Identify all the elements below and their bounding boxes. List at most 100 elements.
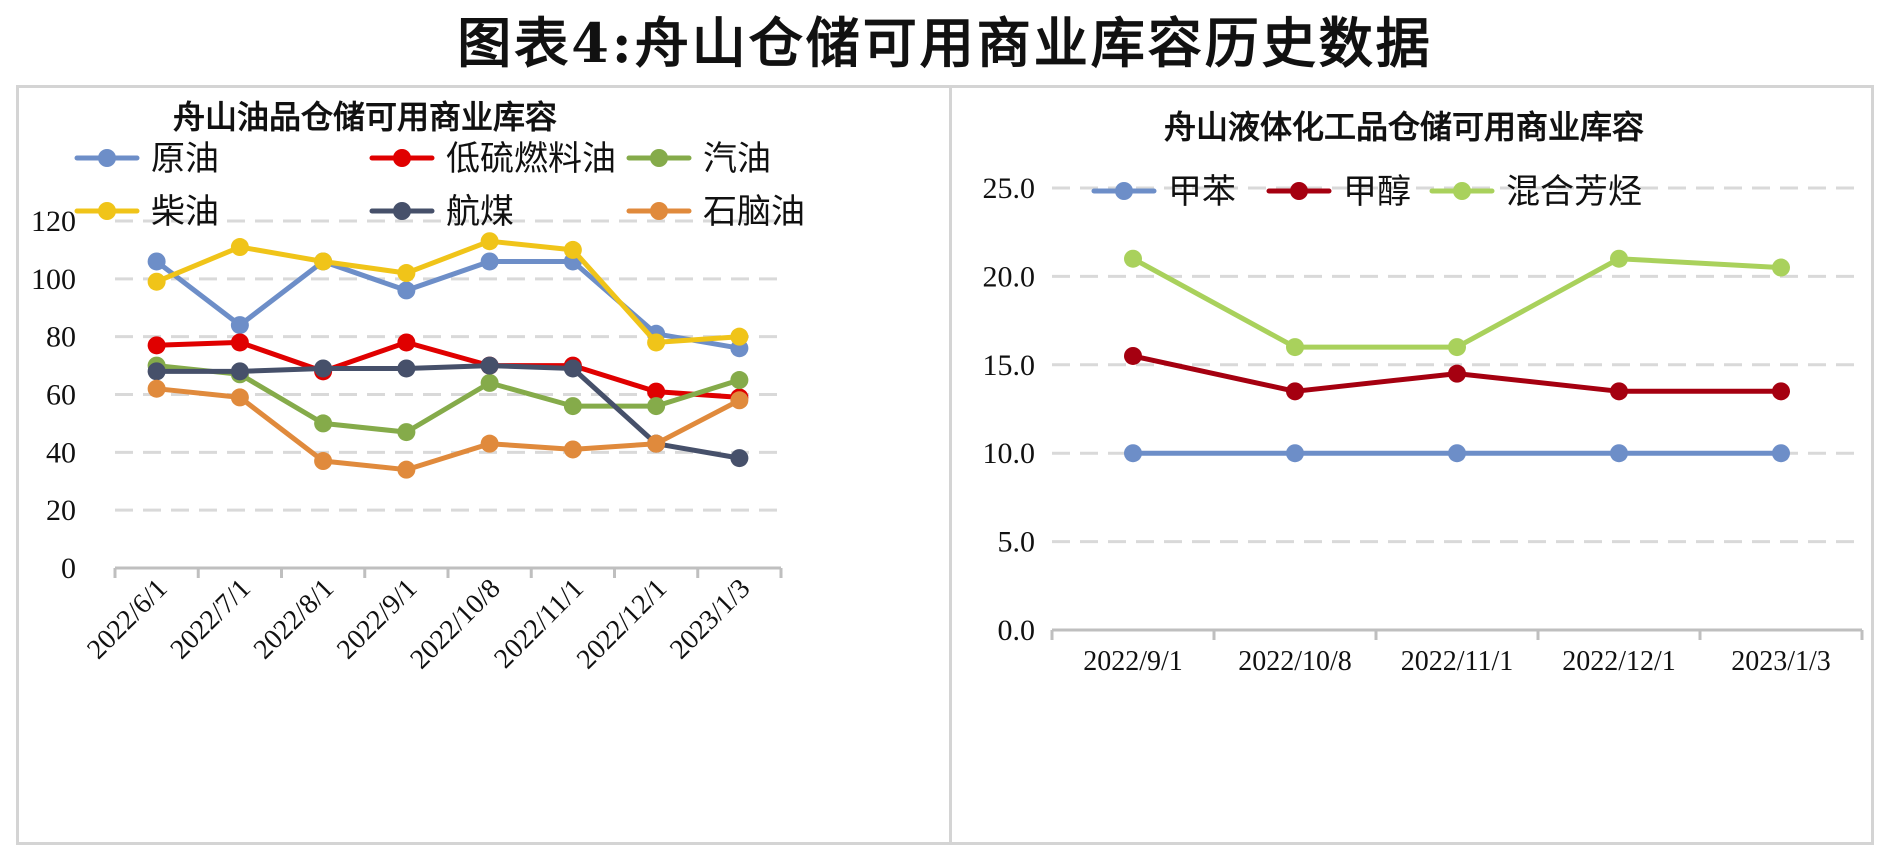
data-point — [1610, 444, 1628, 463]
data-point — [230, 362, 249, 381]
data-point — [563, 240, 582, 259]
series-line — [154, 259, 742, 351]
y-tick-label: 20.0 — [983, 260, 1036, 293]
y-tick-label: 120 — [31, 205, 76, 238]
data-point — [480, 434, 499, 453]
legend-marker — [98, 149, 116, 167]
legend-marker — [98, 202, 116, 220]
x-tick-label: 2023/1/3 — [1731, 646, 1831, 677]
legend-label: 低硫燃料油 — [446, 139, 616, 179]
data-point — [314, 414, 333, 433]
page-title: 图表4:舟山仓储可用商业库容历史数据 — [457, 11, 1433, 75]
data-point — [230, 333, 249, 352]
data-point — [230, 238, 249, 257]
legend-marker — [650, 149, 668, 167]
data-point — [1448, 444, 1466, 463]
data-point — [314, 452, 333, 471]
x-tick-label: 2022/8/1 — [248, 573, 340, 665]
data-point — [1286, 338, 1304, 357]
x-tick-label: 2022/12/1 — [571, 573, 673, 675]
data-point — [1124, 249, 1142, 268]
data-point — [563, 440, 582, 459]
data-point — [1124, 444, 1142, 463]
legend-label: 甲苯 — [1168, 172, 1236, 212]
series-line — [154, 238, 742, 345]
chart-oil-capacity: 舟山油品仓储可用商业库容0204060801001202022/6/12022/… — [31, 98, 805, 675]
y-tick-label: 0 — [61, 552, 76, 585]
data-point — [1772, 258, 1790, 277]
data-point — [647, 397, 666, 416]
legend-label: 柴油 — [151, 192, 219, 232]
data-point — [147, 379, 166, 398]
legend-label: 原油 — [151, 139, 219, 179]
legend-marker — [393, 202, 411, 220]
data-point — [147, 252, 166, 271]
legend-label: 甲醇 — [1343, 172, 1411, 212]
data-point — [730, 371, 749, 390]
x-tick-label: 2022/7/1 — [165, 573, 257, 665]
data-point — [147, 272, 166, 291]
y-tick-label: 0.0 — [998, 614, 1036, 647]
data-point — [730, 391, 749, 410]
chart-panel-chemical: 舟山液体化工品仓储可用商业库容 0.0 5.0 10.0 15.0 20.0 25.0 202… — [949, 85, 1874, 845]
x-tick-label: 2022/10/8 — [404, 573, 506, 675]
y-tick-label: 25.0 — [983, 172, 1036, 205]
data-point — [480, 373, 499, 392]
data-point — [147, 336, 166, 355]
data-point — [480, 232, 499, 251]
y-tick-label: 80 — [46, 321, 76, 354]
data-point — [1448, 364, 1466, 383]
data-point — [314, 359, 333, 378]
legend-marker — [1115, 182, 1133, 200]
legend-label: 石脑油 — [703, 192, 805, 232]
data-point — [1286, 382, 1304, 401]
data-point — [397, 423, 416, 442]
data-point — [1772, 382, 1790, 401]
legend-label: 汽油 — [703, 139, 771, 179]
chart-title: 舟山液体化工品仓储可用商业库容 — [1164, 108, 1644, 146]
data-point — [647, 333, 666, 352]
series-line — [154, 386, 742, 473]
data-point — [397, 333, 416, 352]
x-tick-label: 2022/10/8 — [1238, 646, 1352, 677]
x-tick-label: 2022/12/1 — [1562, 646, 1676, 677]
legend-marker — [650, 202, 668, 220]
series-line — [154, 339, 742, 400]
data-point — [1610, 382, 1628, 401]
data-point — [397, 264, 416, 283]
chart-panel-oil: 舟山油品仓储可用商业库容 0 20 40 60 80 100 120 2022/6/1 2022/… — [16, 85, 953, 845]
legend-marker — [393, 149, 411, 167]
data-point — [730, 327, 749, 346]
y-tick-label: 10.0 — [983, 437, 1036, 470]
y-tick-label: 20 — [46, 494, 76, 527]
y-tick-label: 60 — [46, 379, 76, 412]
data-point — [647, 434, 666, 453]
chart-title: 舟山油品仓储可用商业库容 — [173, 98, 557, 136]
data-point — [563, 397, 582, 416]
legend-marker — [1453, 182, 1471, 200]
data-point — [1610, 249, 1628, 268]
y-tick-label: 5.0 — [998, 526, 1036, 559]
data-point — [314, 252, 333, 271]
data-point — [1772, 444, 1790, 463]
chart-chemical-capacity: 舟山液体化工品仓储可用商业库容 0.0 5.0 10.0 15.0 20.0 25.0 202… — [983, 108, 1864, 677]
x-tick-label: 2022/9/1 — [1083, 646, 1183, 677]
y-tick-label: 40 — [46, 436, 76, 469]
data-point — [1448, 338, 1466, 357]
x-tick-label: 2022/11/1 — [1401, 646, 1514, 677]
data-point — [397, 359, 416, 378]
data-point — [147, 362, 166, 381]
x-tick-label: 2022/11/1 — [488, 573, 589, 674]
series-line — [1130, 256, 1784, 350]
data-point — [397, 460, 416, 479]
data-point — [397, 281, 416, 300]
data-point — [1124, 346, 1142, 365]
x-tick-label: 2022/6/1 — [81, 573, 173, 665]
data-point — [647, 382, 666, 401]
legend-label: 航煤 — [446, 192, 514, 232]
data-point — [1286, 444, 1304, 463]
data-point — [480, 356, 499, 375]
series-line — [154, 363, 742, 461]
data-point — [480, 252, 499, 271]
series-line — [154, 363, 742, 435]
